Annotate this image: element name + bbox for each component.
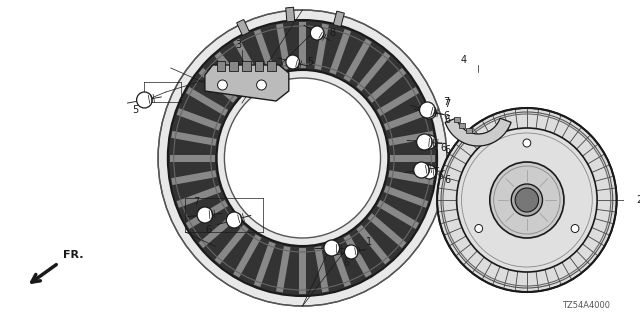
Circle shape [257,80,266,90]
Circle shape [515,188,539,212]
Polygon shape [254,241,276,287]
Polygon shape [299,22,306,68]
Polygon shape [186,87,228,116]
Bar [242,61,251,71]
Polygon shape [198,213,237,248]
Text: 6: 6 [205,225,211,235]
Polygon shape [168,20,437,296]
Polygon shape [445,118,511,146]
Polygon shape [171,131,216,146]
Polygon shape [254,29,276,75]
Circle shape [571,225,579,233]
Polygon shape [390,155,435,162]
Bar [454,117,460,122]
Circle shape [310,26,324,40]
Circle shape [227,80,379,236]
Polygon shape [388,170,434,185]
Polygon shape [377,87,419,116]
Polygon shape [314,23,329,70]
Circle shape [523,139,531,147]
Circle shape [197,207,212,223]
Circle shape [422,135,436,149]
Polygon shape [384,108,428,131]
Polygon shape [384,186,428,208]
Polygon shape [299,248,306,294]
Text: 6: 6 [444,175,450,185]
Text: 4: 4 [460,55,467,65]
Text: FR.: FR. [63,250,84,260]
Polygon shape [276,246,291,292]
Text: 6: 6 [444,115,450,125]
Polygon shape [377,200,419,229]
Circle shape [225,78,381,238]
Text: 2: 2 [636,195,640,205]
Circle shape [218,80,227,90]
Text: 7: 7 [443,97,449,107]
Polygon shape [186,200,228,229]
Polygon shape [170,155,214,162]
Circle shape [417,134,432,150]
Text: TZ54A4000: TZ54A4000 [562,301,610,310]
Bar [237,20,250,36]
Polygon shape [214,225,248,264]
Polygon shape [330,29,351,75]
Text: 7: 7 [444,99,450,109]
Polygon shape [330,241,351,287]
Circle shape [490,162,564,238]
Circle shape [324,240,340,256]
Bar [229,61,238,71]
Text: 6: 6 [444,145,450,155]
Polygon shape [314,246,329,292]
Circle shape [475,225,483,233]
Circle shape [413,162,429,178]
Circle shape [511,184,543,216]
Text: 6: 6 [344,258,349,268]
Bar [268,61,276,71]
Polygon shape [367,213,406,248]
Polygon shape [177,108,221,131]
Polygon shape [198,68,237,103]
Bar [459,124,465,128]
Circle shape [227,212,242,228]
Text: 1: 1 [366,237,372,247]
Circle shape [420,102,435,118]
Bar [216,61,225,71]
Polygon shape [177,186,221,208]
Circle shape [422,165,436,179]
Circle shape [136,92,152,108]
Polygon shape [276,23,291,70]
Circle shape [422,105,436,119]
Bar [333,11,344,27]
Text: 8: 8 [330,28,336,38]
Polygon shape [171,170,216,185]
Polygon shape [367,68,406,103]
Text: 5: 5 [307,57,314,67]
Polygon shape [205,65,289,101]
Polygon shape [233,38,262,82]
Circle shape [286,55,300,69]
Circle shape [437,108,617,292]
Text: 6: 6 [443,111,449,121]
Bar [285,7,294,22]
Bar [466,128,472,132]
Bar [255,61,264,71]
Polygon shape [344,38,372,82]
Circle shape [158,10,447,306]
Polygon shape [356,52,390,91]
Polygon shape [356,225,390,264]
Text: 6: 6 [440,143,446,153]
Polygon shape [388,131,434,146]
Polygon shape [344,234,372,277]
Text: 7: 7 [193,197,200,207]
Circle shape [344,245,358,259]
Polygon shape [214,52,248,91]
Text: 6: 6 [437,171,444,181]
Text: 5: 5 [132,105,138,115]
Circle shape [456,128,597,272]
Text: 3: 3 [235,40,241,50]
Polygon shape [233,234,262,277]
